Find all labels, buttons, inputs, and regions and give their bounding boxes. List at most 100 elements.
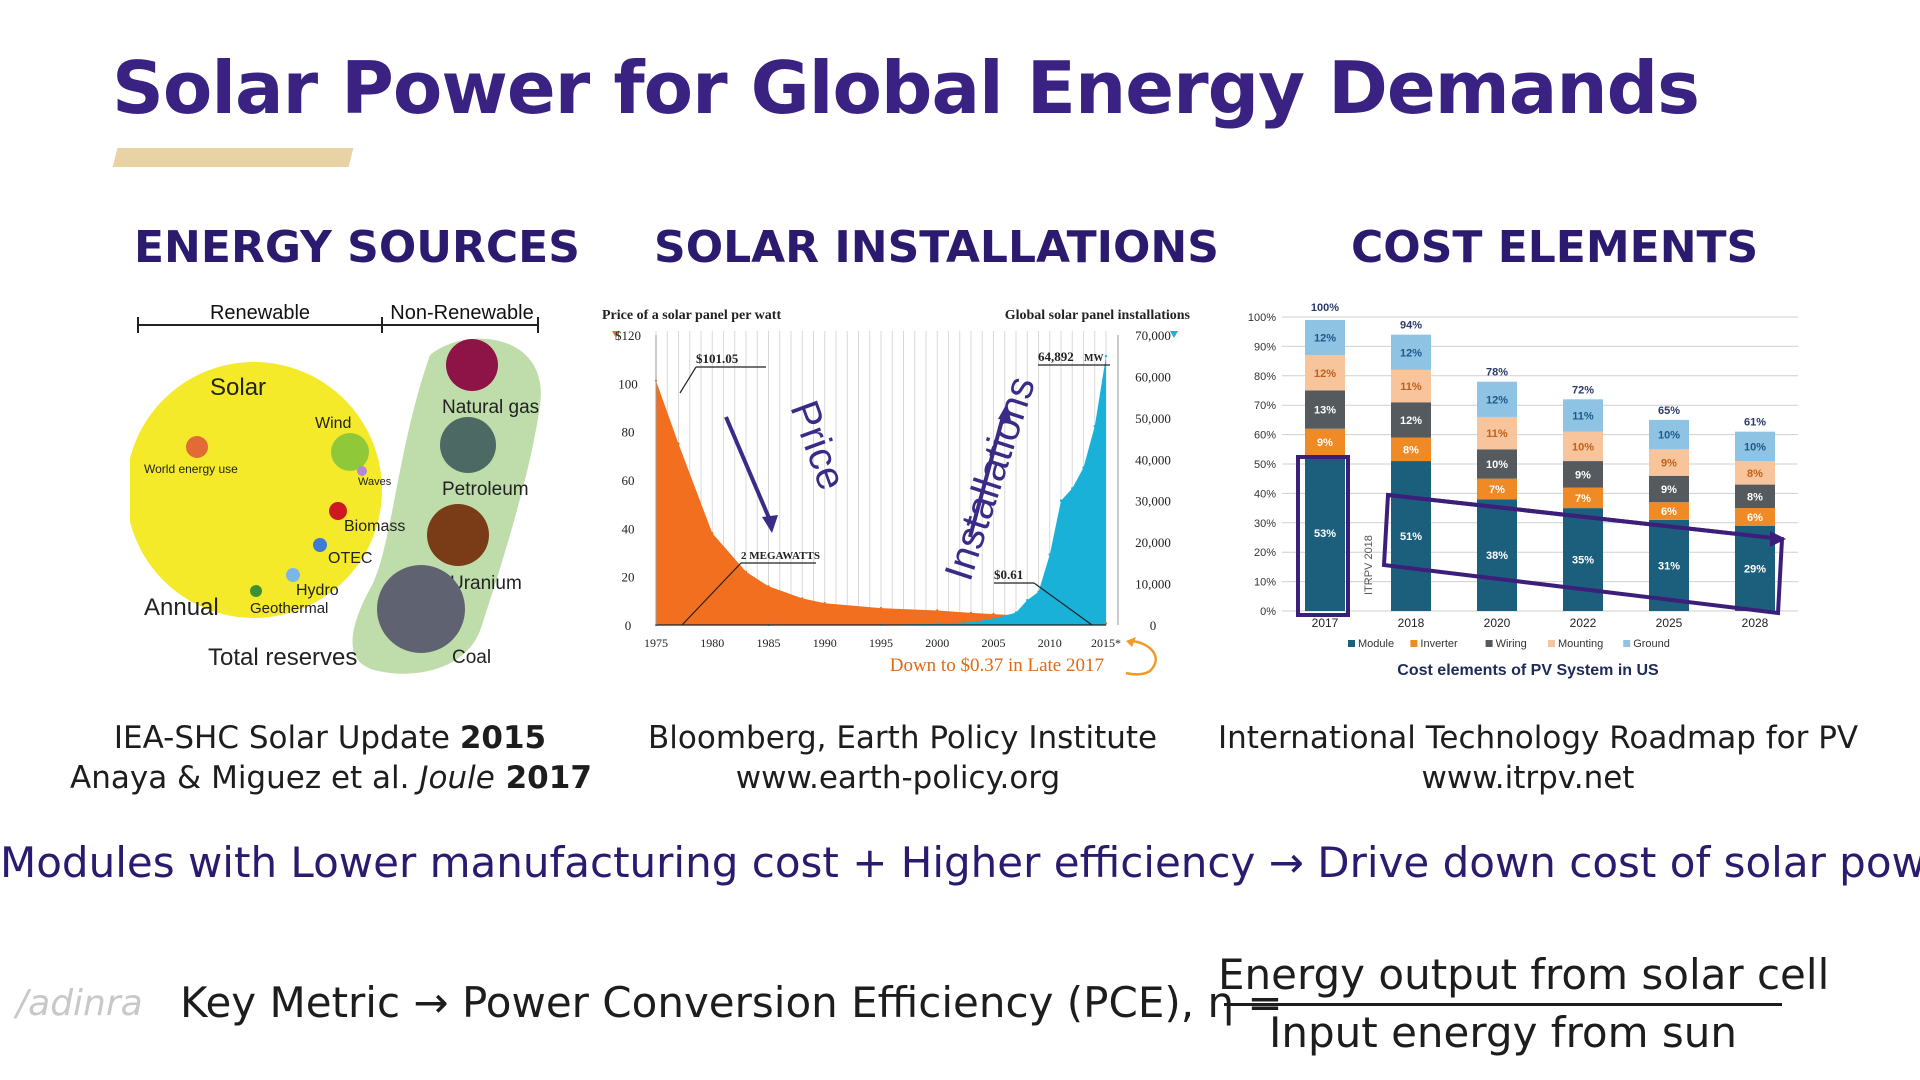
- bar-total-label: 100%: [1311, 302, 1339, 314]
- segment-label: 7%: [1489, 484, 1505, 496]
- annotation-price-high: $101.05: [696, 351, 739, 366]
- segment-label: 8%: [1747, 491, 1763, 503]
- segment-label: 31%: [1658, 560, 1680, 572]
- geothermal-label: Geothermal: [250, 600, 328, 617]
- annotation-price-low: $0.61: [994, 567, 1023, 582]
- natural-gas-bubble: [446, 339, 498, 391]
- installations-area-point: [992, 617, 995, 620]
- bar-segment-module: [1477, 499, 1517, 611]
- left-tick-label: $120: [615, 328, 641, 343]
- legend-swatch: [1623, 640, 1631, 647]
- right-tick-label: 30,000: [1135, 494, 1171, 509]
- solar-bubble: [130, 362, 382, 618]
- segment-label: 10%: [1572, 441, 1594, 453]
- x-tick-label: 1975: [644, 636, 668, 650]
- bar-segment-mounting: [1305, 355, 1345, 391]
- bar-segment-wiring: [1563, 461, 1603, 488]
- world-energy-use-bubble: [186, 436, 208, 458]
- legend-swatch: [1548, 640, 1555, 647]
- bar-total-label: 94%: [1400, 320, 1422, 332]
- petroleum-label: Petroleum: [442, 479, 529, 500]
- bar-segment-wiring: [1305, 390, 1345, 429]
- x-tick-label: 2025: [1656, 616, 1683, 630]
- segment-label: 7%: [1575, 493, 1591, 505]
- bar-segment-mounting: [1477, 416, 1517, 450]
- bar-segment-inverter: [1477, 478, 1517, 500]
- segment-label: 11%: [1486, 428, 1508, 440]
- energy-sources-heading: ENERGY SOURCES: [134, 222, 580, 273]
- biomass-bubble: [329, 502, 347, 520]
- left-tick-label: 0: [625, 618, 632, 633]
- legend-swatch: [1485, 640, 1493, 647]
- segment-label: 9%: [1661, 484, 1677, 496]
- watermark: /adinra: [16, 983, 143, 1024]
- left-tick-label: 80: [622, 425, 635, 440]
- bar-segment-inverter: [1735, 508, 1775, 526]
- bar-segment-inverter: [1563, 487, 1603, 509]
- segment-label: 8%: [1403, 444, 1419, 456]
- waves-bubble: [357, 466, 367, 476]
- right-tick-label: 20,000: [1135, 535, 1171, 550]
- bar-segment-mounting: [1735, 461, 1775, 485]
- installations-area-point: [936, 622, 939, 625]
- biomass-label: Biomass: [344, 518, 405, 535]
- right-axis-title: Global solar panel installations: [1005, 308, 1191, 323]
- annotation-2-megawatts: 2 MEGAWATTS: [741, 550, 820, 562]
- bar-segment-mounting: [1391, 369, 1431, 403]
- right-tick-label: 60,000: [1135, 369, 1171, 384]
- price-area: [656, 380, 1106, 625]
- x-tick-label: 1985: [757, 636, 781, 650]
- x-tick-label: 1990: [813, 636, 837, 650]
- left-tick-label: 20: [622, 570, 635, 585]
- x-tick-label: 2015*: [1091, 636, 1121, 650]
- hydro-label: Hydro: [296, 582, 339, 599]
- cost-elements-heading: COST ELEMENTS: [1351, 222, 1759, 273]
- bar-total-label: 78%: [1486, 367, 1508, 379]
- bar-segment-mounting: [1649, 449, 1689, 476]
- pce-fraction: Energy output from solar cell Input ener…: [1218, 950, 1829, 1057]
- x-tick-label: 1980: [700, 636, 724, 650]
- fraction-bar: [1224, 1003, 1782, 1006]
- bar-segment-module: [1305, 455, 1345, 611]
- bar-total-label: 61%: [1744, 417, 1766, 429]
- footnote-arrow: [1125, 639, 1157, 676]
- legend-label: Wiring: [1496, 638, 1527, 650]
- y-tick-label: 80%: [1254, 371, 1276, 383]
- bar-segment-wiring: [1391, 402, 1431, 438]
- total-reserves-label: Total reserves: [208, 644, 357, 671]
- hydro-bubble: [286, 568, 300, 582]
- price-area-point: [936, 609, 939, 612]
- bar-segment-inverter: [1391, 437, 1431, 462]
- bar-segment-ground: [1477, 381, 1517, 417]
- wind-bubble: [331, 433, 369, 471]
- price-area-point: [823, 602, 826, 605]
- installations-area-point: [1048, 553, 1051, 556]
- solar-installations-heading: SOLAR INSTALLATIONS: [654, 222, 1219, 273]
- bar-segment-ground: [1563, 399, 1603, 432]
- segment-label: 12%: [1400, 347, 1422, 359]
- segment-label: 8%: [1747, 468, 1763, 480]
- legend-label: Module: [1358, 638, 1394, 650]
- key-statement: Modules with Lower manufacturing cost + …: [0, 838, 1920, 887]
- bar-segment-module: [1563, 508, 1603, 611]
- segment-label: 11%: [1572, 410, 1594, 422]
- installations-label: Installations: [937, 371, 1044, 585]
- natural-gas-label: Natural gas: [442, 397, 539, 418]
- segment-label: 13%: [1314, 405, 1336, 417]
- installations-area-point: [1059, 499, 1063, 502]
- bar-segment-ground: [1649, 419, 1689, 450]
- bar-segment-ground: [1735, 431, 1775, 462]
- price-area-point: [767, 585, 770, 588]
- otec-label: OTEC: [328, 550, 372, 567]
- bar-segment-inverter: [1649, 502, 1689, 520]
- installations-area-point: [1071, 487, 1074, 490]
- otec-bubble: [313, 538, 327, 552]
- legend-swatch: [1410, 640, 1418, 647]
- bar-segment-module: [1391, 461, 1431, 611]
- left-tick-label: 40: [622, 521, 635, 536]
- installations-area-point: [1093, 424, 1096, 428]
- price-area-point: [992, 612, 995, 616]
- price-area-point: [711, 531, 714, 535]
- renewable-label: Renewable: [210, 302, 310, 324]
